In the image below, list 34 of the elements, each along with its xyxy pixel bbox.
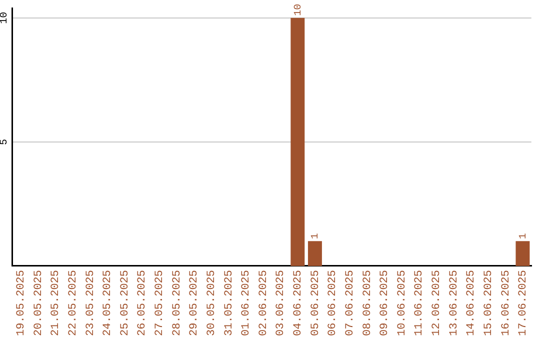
x-tick-label: 20.05.2025 — [32, 270, 45, 336]
x-tick-label: 27.05.2025 — [154, 270, 166, 336]
x-tick-label: 07.06.2025 — [344, 270, 356, 336]
x-tick-label: 19.05.2025 — [16, 270, 28, 336]
x-tick-label: 13.06.2025 — [448, 270, 460, 336]
x-tick-label: 25.05.2025 — [119, 270, 132, 336]
x-tick-label: 02.06.2025 — [258, 270, 270, 336]
x-tick-label: 14.06.2025 — [466, 270, 478, 336]
x-tick-label: 17.06.2025 — [518, 270, 530, 336]
x-tick-label: 11.06.2025 — [414, 270, 426, 336]
x-tick-label: 03.06.2025 — [275, 270, 288, 336]
x-tick-label: 04.06.2025 — [292, 270, 305, 336]
x-tick-label: 22.05.2025 — [68, 270, 80, 336]
x-tick-label: 16.06.2025 — [500, 270, 512, 336]
x-tick-label: 29.05.2025 — [188, 270, 201, 336]
x-tick-label: 26.05.2025 — [136, 270, 149, 336]
data-label: 10 — [293, 4, 304, 16]
x-tick-label: 30.05.2025 — [206, 270, 218, 336]
y-tick-label: 5 — [0, 138, 11, 145]
x-tick-label: 05.06.2025 — [310, 270, 322, 336]
x-tick-label: 10.06.2025 — [396, 270, 408, 336]
x-tick-label: 15.06.2025 — [482, 270, 495, 336]
x-tick-label: 24.05.2025 — [102, 270, 114, 336]
x-tick-label: 09.06.2025 — [379, 270, 392, 336]
x-tick-label: 12.06.2025 — [431, 270, 444, 336]
x-tick-label: 06.06.2025 — [327, 270, 340, 336]
data-label: 1 — [310, 233, 322, 240]
x-tick-label: 21.05.2025 — [50, 270, 62, 336]
x-tick-label: 08.06.2025 — [362, 270, 374, 336]
data-label: 1 — [518, 233, 530, 240]
x-tick-label: 23.05.2025 — [84, 270, 97, 336]
x-tick-label: 01.06.2025 — [240, 270, 253, 336]
x-tick-label: 31.05.2025 — [223, 270, 236, 336]
x-tick-label: 28.05.2025 — [171, 270, 184, 336]
